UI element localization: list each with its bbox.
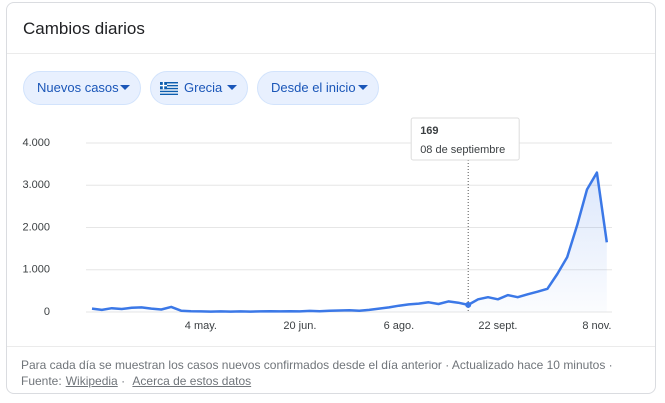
line [91, 171, 609, 313]
source-link[interactable]: Wikipedia [65, 374, 118, 388]
card-title: Cambios diarios [23, 19, 145, 38]
tooltip-point [465, 301, 472, 308]
tooltip-value: 169 [420, 125, 438, 137]
source-label: Fuente: [21, 374, 62, 388]
x-tick-label: 20 jun. [283, 320, 316, 332]
dropdown-label: Nuevos casos [37, 80, 119, 95]
y-tick-label: 0 [44, 306, 50, 318]
caret [358, 85, 368, 90]
card: Cambios diarios Nuevos casos Grecia Desd… [6, 2, 656, 394]
tooltip-box [410, 117, 520, 161]
about-link[interactable]: Acerca de estos datos [132, 374, 252, 388]
y-tick-label: 2.000 [22, 221, 50, 233]
x-tick-label: 8 nov. [582, 320, 611, 332]
caret [227, 85, 237, 90]
x-tick-label: 6 ago. [384, 320, 415, 332]
region-dropdown[interactable]: Grecia [150, 71, 248, 105]
dropdown-label: Desde el inicio [271, 80, 356, 95]
range-dropdown[interactable]: Desde el inicio [257, 71, 379, 105]
area [92, 172, 607, 312]
y-tick-label: 3.000 [22, 179, 50, 191]
footer-source: Fuente: Wikipedia · Acerca de estos datos [21, 374, 252, 388]
divider [7, 53, 655, 54]
caret [120, 85, 130, 90]
x-tick-label: 4 may. [185, 320, 217, 332]
tooltip-date: 08 de septiembre [420, 144, 505, 156]
y-tick-label: 4.000 [22, 137, 50, 149]
divider [7, 346, 655, 347]
x-tick-label: 22 sept. [478, 320, 517, 332]
metric-dropdown[interactable]: Nuevos casos [23, 71, 141, 105]
flag-icon [160, 82, 178, 95]
dropdown-label: Grecia [184, 80, 223, 95]
y-tick-label: 1.000 [22, 264, 50, 276]
footer-note: Para cada día se muestran los casos nuev… [21, 358, 613, 372]
